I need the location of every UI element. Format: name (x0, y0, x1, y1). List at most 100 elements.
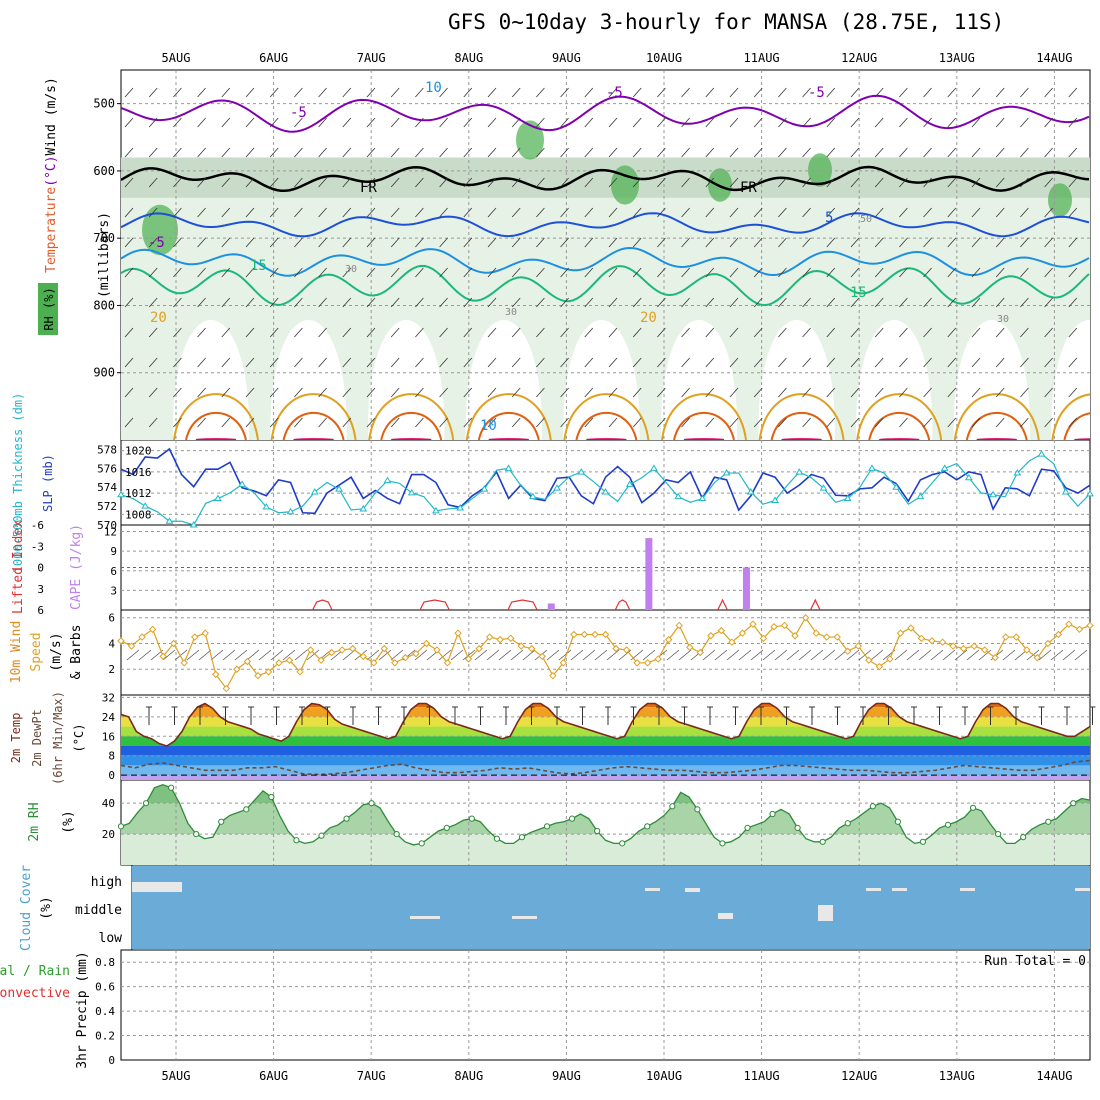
wind-barb (899, 297, 908, 308)
wind-barb (511, 297, 521, 308)
wind-barb (148, 207, 158, 218)
rh-line-point (493, 835, 501, 842)
wind-barb (850, 327, 860, 338)
wind-barb (439, 387, 448, 398)
wind-barb (1020, 237, 1029, 248)
wind-barb (978, 649, 992, 661)
wind-barb (802, 117, 811, 128)
wind-barb (258, 649, 272, 661)
wind-barb (560, 87, 569, 98)
cloud-gap (512, 916, 537, 919)
cloud-level-label: high (91, 875, 122, 890)
rh-tick-label: 20 (102, 828, 115, 841)
wind-barb (874, 327, 884, 338)
isotherm-plus5 (121, 212, 1090, 238)
wind-barb (657, 387, 666, 398)
wind-barb (726, 649, 740, 661)
wind-speed-line-point (654, 655, 662, 663)
wind-barb (1068, 327, 1078, 338)
wind-barb (1068, 417, 1078, 428)
wind-barb (899, 237, 908, 248)
li-line (809, 598, 821, 611)
wind-barb (802, 177, 811, 188)
wind-speed-line-point (591, 630, 599, 639)
thickness-line-point (310, 487, 319, 495)
wind-barb (705, 237, 715, 248)
panel-frame-li (120, 524, 1091, 611)
wind-barb (124, 237, 134, 248)
wind-barb (778, 267, 787, 278)
wind-barb (390, 297, 400, 308)
wind-barb (947, 117, 957, 128)
wind-barb (487, 117, 497, 128)
wind-barb (681, 387, 690, 398)
wind-barb (729, 267, 739, 278)
isotherm-warm-loop (380, 412, 443, 440)
wind-barb (463, 327, 473, 338)
wind-barb (778, 297, 787, 308)
wind-barb (318, 267, 327, 278)
wind-barb (584, 267, 594, 278)
wind-barb (294, 357, 303, 368)
wind-barb (681, 297, 690, 308)
wind-barb (798, 649, 812, 661)
rh-line-point (1045, 818, 1052, 825)
wind-barb (923, 237, 932, 248)
wind-barb (463, 417, 473, 428)
wind-barb (342, 207, 352, 218)
wind-barb (439, 87, 448, 98)
wind-barb (221, 417, 231, 428)
wind-barb (342, 417, 352, 428)
date-label-top: 7AUG (357, 51, 386, 65)
contour-label: FR (360, 180, 377, 196)
temp-tick-label: 32 (102, 691, 115, 704)
wind-barb (245, 117, 255, 128)
wind-barb (802, 417, 811, 428)
wind-barb (608, 327, 618, 338)
thickness-line-point (819, 484, 828, 491)
isotherm-warm-loop (661, 393, 747, 440)
cloud-gap (685, 888, 700, 892)
wind-barb (511, 417, 521, 428)
slp-thickness-panel (117, 440, 1094, 528)
isotherm-warm-loop (965, 412, 1028, 440)
precip-legend-convective: Convective (0, 986, 70, 1001)
wind-barb (197, 297, 206, 308)
thickness-tick-label: 572 (97, 500, 117, 513)
wind-barb (930, 649, 944, 661)
wind-barb (778, 87, 787, 98)
thickness-line-point (989, 490, 997, 498)
rh-high-blob (808, 153, 832, 187)
wind-barb (439, 237, 448, 248)
wind-speed-line-point (433, 646, 441, 654)
wind-barb (148, 117, 158, 128)
wind-barb (778, 327, 787, 338)
wind-barb (1068, 87, 1078, 98)
wind-barb (415, 417, 424, 428)
wind-barb (802, 387, 811, 398)
wind-speed-line-point (738, 629, 747, 637)
wind-speed-line-point (875, 662, 884, 671)
wind-barb (705, 387, 715, 398)
wind-barb (753, 147, 763, 158)
wind-barb (536, 117, 545, 128)
isotherm-warm-loop (673, 412, 735, 440)
y-tick-label: 900 (93, 366, 115, 380)
wind-barb (1068, 177, 1078, 188)
wind-barb (560, 267, 569, 278)
wind-barb (826, 297, 836, 308)
wind-barb (536, 237, 545, 248)
wind-barb (463, 117, 473, 128)
wind-barb (778, 177, 787, 188)
wind-barb (1038, 649, 1052, 661)
thickness-line-point (795, 468, 804, 475)
wind-barb (826, 387, 836, 398)
isotherm-warm-loop (270, 393, 357, 440)
wind-barb (899, 267, 908, 278)
wind-barb (681, 267, 690, 278)
wind-barb (874, 147, 884, 158)
wind-barb (246, 649, 260, 661)
y-axis-label-temp: (6hr Min/Max) (51, 691, 65, 785)
wind-barb (342, 87, 352, 98)
wind-barb (584, 417, 594, 428)
